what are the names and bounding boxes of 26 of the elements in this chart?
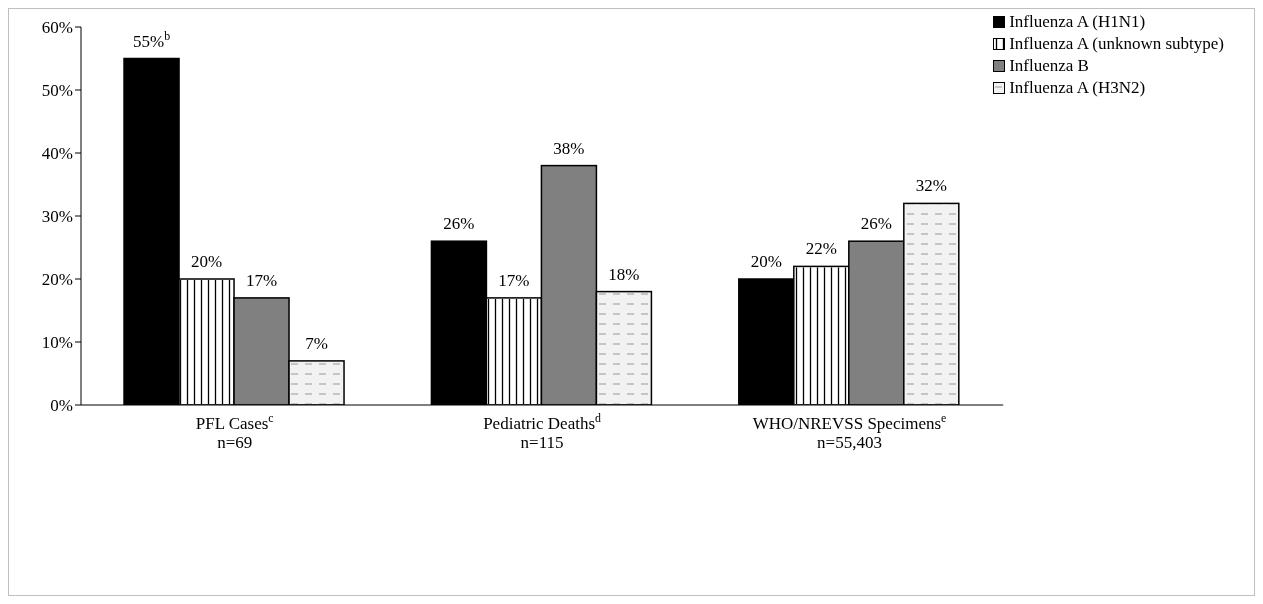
data-label: 22% [805,239,837,259]
data-label: 38% [553,138,585,158]
data-label: 17% [245,270,278,290]
legend-label: Influenza A (unknown subtype) [1009,33,1224,55]
data-label: 20% [190,252,223,271]
y-tick-label: 40% [41,144,73,164]
legend-label: Influenza A (H3N2) [1009,77,1146,99]
data-label: 20% [750,252,782,271]
y-tick-label: 50% [41,81,73,101]
category-label: WHO/NREVSS Specimens$^{e}$ n=55,403 [752,411,947,452]
y-tick-label: 60% [41,18,73,38]
y-tick-label: 10% [41,333,73,353]
y-tick-label: 30% [41,207,73,227]
y-tick-label: 0% [50,396,73,416]
category-label: Pediatric Deaths$^{d}$ n=115 [483,411,602,452]
legend-label: Influenza B [1009,55,1089,77]
data-label: 17% [498,270,530,290]
data-label: 26% [860,214,892,234]
data-label: 55%$^{b}$ [132,28,171,51]
data-label: 32% [915,176,947,196]
data-label: 18% [608,264,640,284]
y-tick-label: 20% [41,270,73,290]
legend-label: Influenza A (H1N1) [1009,11,1146,33]
data-label: 26% [443,214,475,234]
category-label: PFL Cases$^{c}$ n=69 [195,411,274,452]
data-label: 7% [305,333,328,353]
